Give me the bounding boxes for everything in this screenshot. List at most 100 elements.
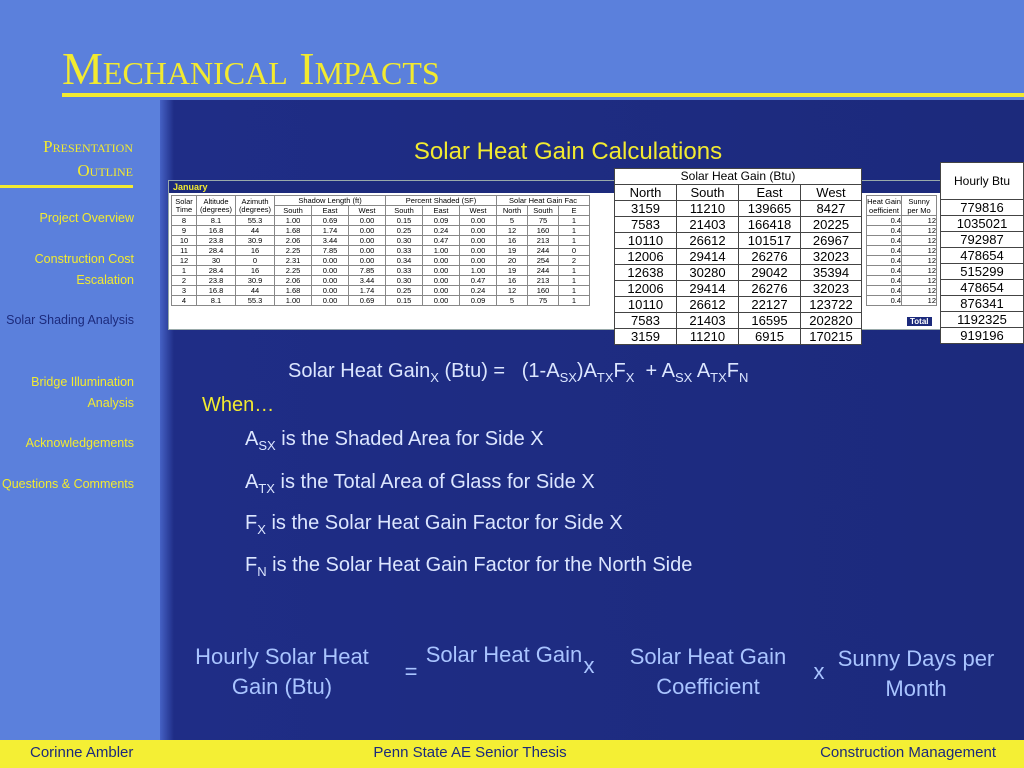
cell: 0.00 <box>348 255 386 266</box>
cell: 0.24 <box>459 285 497 296</box>
cell: 12 <box>901 255 937 266</box>
data-row: 1 28.4 16 2.25 0.00 7.85 0.33 0.00 1.00 19 244 1 <box>171 265 590 276</box>
cell: 3159 <box>614 200 677 217</box>
cell: 0.4 <box>866 285 902 296</box>
total-label: Total <box>907 317 932 326</box>
cell: 12 <box>901 245 937 256</box>
cell: 2.25 <box>274 265 312 276</box>
header-cell: Solar Time <box>171 195 197 216</box>
cell: 1.68 <box>274 225 312 236</box>
cell: 0.47 <box>459 275 497 286</box>
cell: 0.15 <box>385 295 423 306</box>
cell: 0.4 <box>866 255 902 266</box>
cell: 779816 <box>940 199 1024 216</box>
header-row: North South East West <box>614 184 862 201</box>
cell: 0.69 <box>348 295 386 306</box>
cell: 11210 <box>676 200 739 217</box>
subheader-cell: South <box>385 205 423 216</box>
definition-subscript: X <box>257 522 266 537</box>
cell: 0.4 <box>866 275 902 286</box>
subtitle: Solar Heat Gain Calculations <box>413 138 723 165</box>
cell: 0.09 <box>459 295 497 306</box>
definition-text: is the Solar Heat Gain Factor for the No… <box>266 554 693 576</box>
footer-center: Penn State AE Senior Thesis <box>373 744 567 761</box>
definition-symbol: A <box>245 428 259 450</box>
column-header: South <box>676 184 739 201</box>
table-title: Solar Heat Gain (Btu) <box>614 168 862 185</box>
definition: ATX is the Total Area of Glass for Side … <box>245 471 595 496</box>
data-row: 8 8.1 55.3 1.00 0.69 0.00 0.15 0.09 0.00 5 75 1 <box>171 215 590 226</box>
title-row: Solar Heat Gain (Btu) <box>614 168 862 185</box>
cell: 21403 <box>676 312 739 329</box>
cell: 244 <box>527 265 559 276</box>
cell: 7.85 <box>348 265 386 276</box>
data-row: 4 8.1 55.3 1.00 0.00 0.69 0.15 0.00 0.09 5 75 1 <box>171 295 590 306</box>
cell: 0.47 <box>422 235 460 246</box>
cell: 16.8 <box>196 225 236 236</box>
subheader-cell: East <box>311 205 349 216</box>
cell: 0.00 <box>311 265 349 276</box>
cell: 16595 <box>738 312 801 329</box>
cell: 1.74 <box>311 225 349 236</box>
group-header-cell: Shadow Length (ft) <box>274 195 386 206</box>
table-title: Hourly Btu <box>940 162 1024 200</box>
cell: 0.25 <box>385 285 423 296</box>
cell: 478654 <box>940 247 1024 264</box>
formula-subscript: SX <box>675 370 693 385</box>
cell: 213 <box>527 235 559 246</box>
data-row: 12638 30280 29042 35394 <box>614 264 862 281</box>
cell: 0.30 <box>385 235 423 246</box>
definition-text: is the Solar Heat Gain Factor for Side X <box>265 512 623 534</box>
cell: 75 <box>527 215 559 226</box>
cell: 55.3 <box>235 295 275 306</box>
cell: 0.34 <box>385 255 423 266</box>
formula-subscript: X <box>625 370 635 385</box>
cell: 12 <box>901 235 937 246</box>
cell: 29414 <box>676 248 739 265</box>
cell: 0.00 <box>348 235 386 246</box>
definition-subscript: SX <box>258 438 276 453</box>
data-row: 0.4 12 <box>866 215 937 226</box>
cell: 244 <box>527 245 559 256</box>
data-row: 0.4 12 <box>866 235 937 246</box>
subheader-cell: East <box>422 205 460 216</box>
cell: 0.00 <box>311 275 349 286</box>
data-row: 11 28.4 16 2.25 7.85 0.00 0.33 1.00 0.00 19 244 0 <box>171 245 590 256</box>
cell: 0.30 <box>385 275 423 286</box>
cell: 20 <box>496 255 528 266</box>
cell: 10110 <box>614 232 677 249</box>
group-header-cell: Percent Shaded (SF) <box>385 195 497 206</box>
cell: 0.00 <box>348 215 386 226</box>
data-row: 12006 29414 26276 32023 <box>614 248 862 265</box>
cell: 0.25 <box>385 225 423 236</box>
cell: 1.74 <box>348 285 386 296</box>
cell: 12 <box>171 255 197 266</box>
cell: 1 <box>558 275 590 286</box>
cell: 478654 <box>940 279 1024 296</box>
cell: 1.68 <box>274 285 312 296</box>
cell: 8 <box>171 215 197 226</box>
cell: 32023 <box>800 280 862 297</box>
data-row: 478654 <box>940 279 1024 296</box>
cell: 16 <box>235 265 275 276</box>
cell: 21403 <box>676 216 739 233</box>
equation-term: Sunny Days per Month <box>837 646 995 701</box>
cell: 0.00 <box>348 245 386 256</box>
cell: 44 <box>235 225 275 236</box>
cell: 160 <box>527 225 559 236</box>
data-row: 779816 <box>940 199 1024 216</box>
cell: 29042 <box>738 264 801 281</box>
group-header-cell: Solar Heat Gain Fac <box>496 195 590 206</box>
cell: 1 <box>171 265 197 276</box>
cell: 12 <box>901 275 937 286</box>
definition: FN is the Solar Heat Gain Factor for the… <box>245 554 692 579</box>
subheader-cell: South <box>274 205 312 216</box>
cell: 6915 <box>738 328 801 345</box>
header-cell: Heat Gain oefficient <box>866 195 902 216</box>
data-row: 7583 21403 166418 20225 <box>614 216 862 233</box>
cell: 139665 <box>738 200 801 217</box>
cell: 12 <box>901 265 937 276</box>
formula-text: )A <box>576 360 597 382</box>
data-row: 7583 21403 16595 202820 <box>614 312 862 329</box>
